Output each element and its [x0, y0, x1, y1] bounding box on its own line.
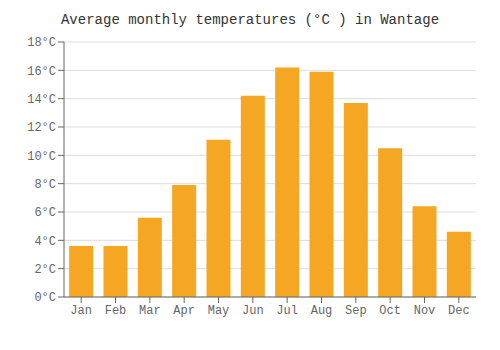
svg-text:10°C: 10°C [27, 150, 56, 164]
svg-text:Jul: Jul [276, 304, 298, 318]
svg-text:Jan: Jan [70, 304, 92, 318]
svg-text:4°C: 4°C [34, 235, 56, 249]
svg-text:12°C: 12°C [27, 121, 56, 135]
svg-text:0°C: 0°C [34, 291, 56, 305]
svg-text:Mar: Mar [139, 304, 161, 318]
svg-text:6°C: 6°C [34, 206, 56, 220]
svg-text:8°C: 8°C [34, 178, 56, 192]
svg-text:14°C: 14°C [27, 93, 56, 107]
svg-text:16°C: 16°C [27, 65, 56, 79]
svg-text:2°C: 2°C [34, 263, 56, 277]
html-text:Average monthly temperatures (: Average monthly temperatures (°C ) in Wa… [61, 12, 439, 28]
svg-text:Sep: Sep [345, 304, 367, 318]
svg-text:Jun: Jun [242, 304, 264, 318]
svg-text:18°C: 18°C [27, 36, 56, 50]
svg-text:Oct: Oct [379, 304, 401, 318]
svg-text:Aug: Aug [311, 304, 333, 318]
svg-text:Dec: Dec [448, 304, 470, 318]
svg-text:Feb: Feb [105, 304, 127, 318]
svg-text:Apr: Apr [173, 304, 195, 318]
svg-text:May: May [208, 304, 230, 318]
svg-text:Nov: Nov [414, 304, 436, 318]
